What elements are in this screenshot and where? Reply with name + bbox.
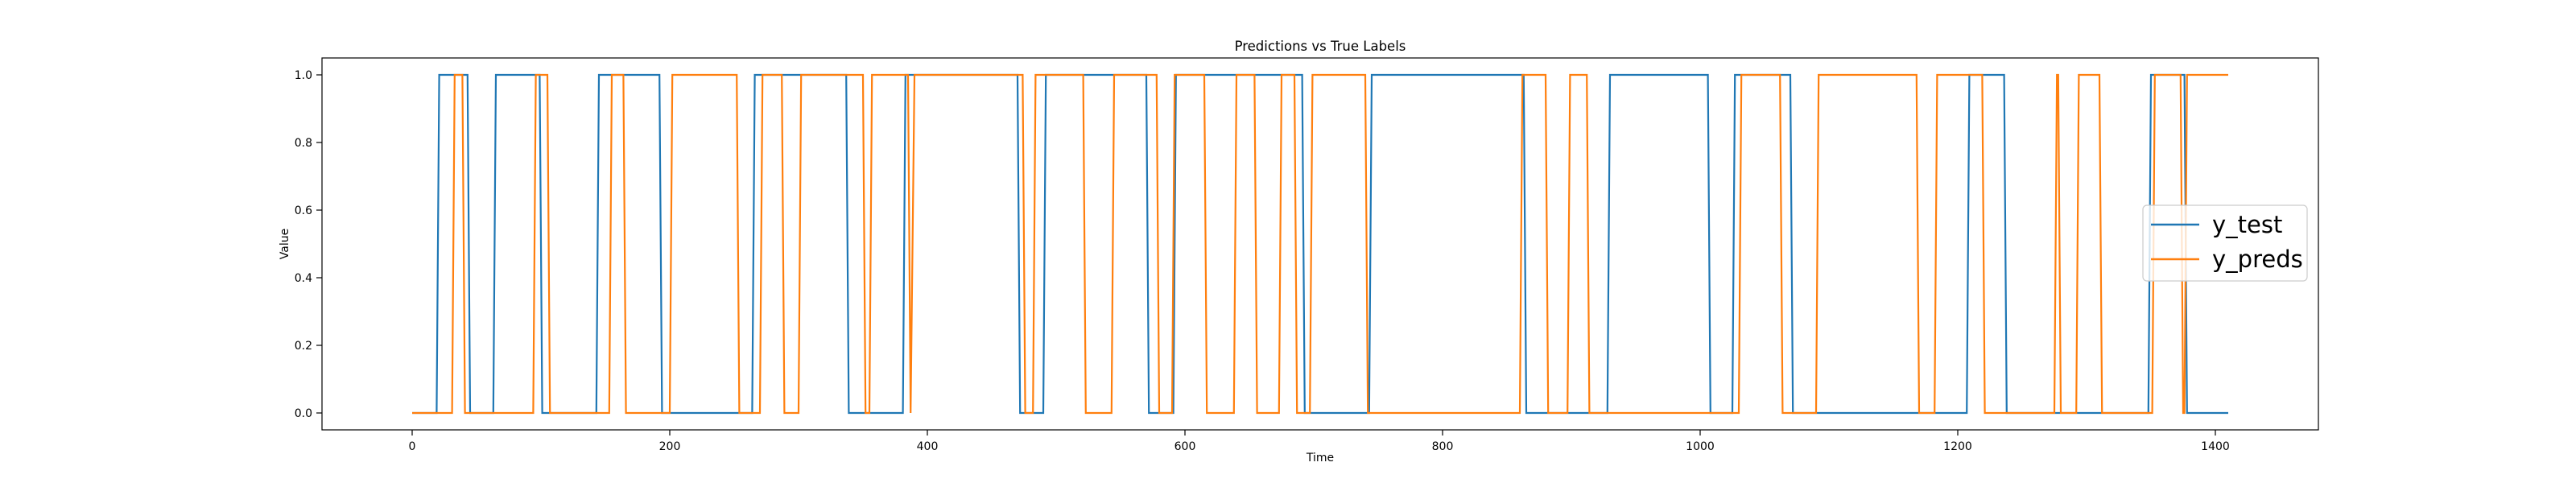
x-tick-label: 600: [1174, 440, 1196, 453]
x-tick-label: 1400: [2201, 440, 2230, 453]
y-tick-label: 0.0: [295, 407, 312, 420]
y-tick-label: 1.0: [295, 69, 312, 82]
y-tick-label: 0.4: [295, 272, 312, 285]
series-line-y-preds: [412, 73, 2228, 415]
legend-label-y-test: y_test: [2212, 211, 2282, 238]
x-tick-label: 1200: [1943, 440, 1972, 453]
x-tick-label: 0: [409, 440, 416, 453]
series-layer: [412, 73, 2228, 415]
x-tick-label: 400: [917, 440, 939, 453]
y-tick-label: 0.8: [295, 137, 312, 150]
chart-title: Predictions vs True Labels: [1235, 39, 1406, 54]
y-axis-label: Value: [279, 229, 291, 259]
y-tick-label: 0.6: [295, 204, 312, 217]
x-tick-label: 800: [1432, 440, 1454, 453]
x-axis-label: Time: [1306, 452, 1334, 464]
x-tick-label: 200: [659, 440, 681, 453]
tick-layer: 0 200 400 600 800 1000 1200 1400 0.0 0.2 0.4 0.6 0.8…: [295, 69, 2230, 453]
y-tick-label: 0.2: [295, 340, 312, 353]
legend-label-y-preds: y_preds: [2212, 246, 2303, 273]
plot-frame: [321, 57, 2319, 431]
x-tick-label: 1000: [1686, 440, 1715, 453]
legend: y_test y_preds: [2142, 204, 2308, 282]
